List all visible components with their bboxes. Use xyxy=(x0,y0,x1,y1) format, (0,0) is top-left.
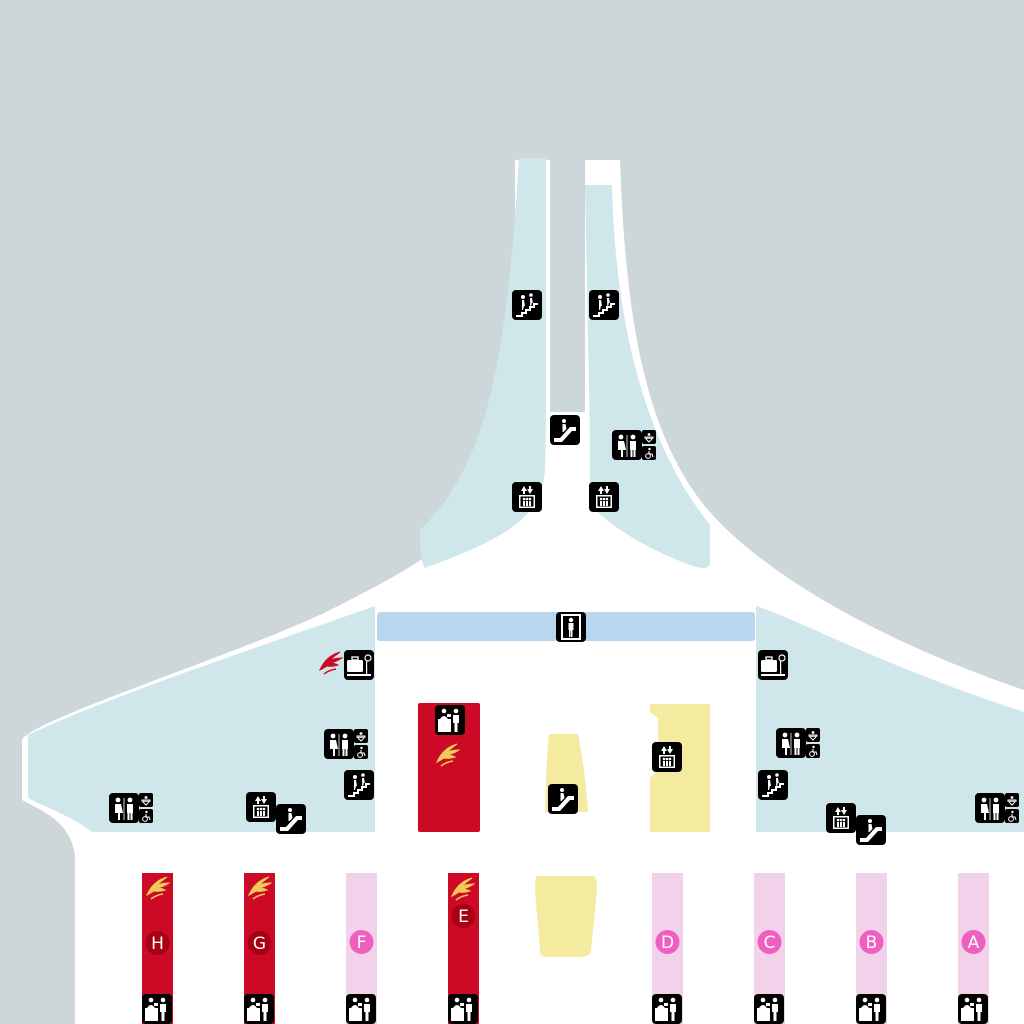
counter-letter: C xyxy=(764,933,776,953)
check-in-icon[interactable] xyxy=(435,705,465,735)
elevator-icon[interactable] xyxy=(512,482,542,512)
baggage-service-icon[interactable] xyxy=(343,649,375,681)
elevator-icon[interactable] xyxy=(246,792,276,822)
counter-letter: H xyxy=(151,934,164,954)
elevator-icon[interactable] xyxy=(589,482,619,512)
escalator-icon[interactable] xyxy=(856,815,886,845)
pier-right xyxy=(585,185,710,569)
stairs-icon[interactable] xyxy=(589,290,619,320)
gate-area-left xyxy=(28,606,375,832)
security-check-icon[interactable] xyxy=(555,611,587,643)
counter-letter: B xyxy=(866,933,878,953)
check-in-icon[interactable] xyxy=(244,994,274,1024)
escalator-icon[interactable] xyxy=(550,415,580,445)
baggage-service-icon[interactable] xyxy=(757,649,789,681)
escalator-icon[interactable] xyxy=(548,784,578,814)
stairs-icon[interactable] xyxy=(344,770,374,800)
stairs-icon[interactable] xyxy=(758,770,788,800)
airline-service-block xyxy=(418,703,480,832)
commercial-area-3 xyxy=(535,876,597,957)
check-in-icon[interactable] xyxy=(346,994,376,1024)
gate-area-right xyxy=(756,606,1024,832)
check-in-icon[interactable] xyxy=(142,994,172,1024)
counter-letter: D xyxy=(661,933,674,953)
check-in-icon[interactable] xyxy=(958,994,988,1024)
check-in-icon[interactable] xyxy=(448,994,478,1024)
pier-left xyxy=(420,158,546,568)
check-in-icon[interactable] xyxy=(652,994,682,1024)
escalator-icon[interactable] xyxy=(276,804,306,834)
counter-letter: A xyxy=(968,933,980,953)
check-in-icon[interactable] xyxy=(754,994,784,1024)
counter-letter: G xyxy=(253,934,266,954)
elevator-icon[interactable] xyxy=(652,742,682,772)
stairs-icon[interactable] xyxy=(512,290,542,320)
counter-letter: F xyxy=(357,933,367,953)
counter-letter: E xyxy=(458,907,469,927)
elevator-icon[interactable] xyxy=(826,803,856,833)
check-in-icon[interactable] xyxy=(856,994,886,1024)
